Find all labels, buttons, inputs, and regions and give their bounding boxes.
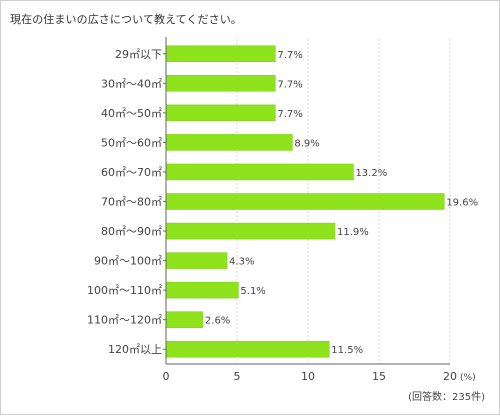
x-tick-label: 5 [234, 370, 241, 383]
category-label: 60㎡～70㎡ [101, 166, 162, 179]
bar-4 [165, 134, 293, 151]
bar-8 [165, 252, 228, 269]
value-label: 8.9% [294, 138, 319, 149]
response-count-note: (回答数：235件) [408, 390, 485, 403]
x-tick-label: 15 [372, 370, 386, 383]
bar-1 [165, 45, 276, 63]
value-label: 4.3% [229, 257, 254, 268]
category-label: 30㎡～40㎡ [101, 77, 162, 90]
x-tick-label: 20 [443, 370, 457, 383]
value-label: 7.7% [277, 79, 302, 90]
x-unit-label: (%) [460, 373, 476, 383]
axis-layer: 0 5 10 15 20 (%) (回答数：235件) [163, 37, 485, 403]
category-label: 29㎡以下 [115, 48, 162, 61]
value-label: 5.1% [240, 286, 265, 297]
bar-9 [165, 281, 239, 299]
bar-11 [165, 340, 330, 358]
bar-3 [165, 104, 276, 122]
value-label: 2.6% [205, 316, 230, 327]
category-label: 90㎡～100㎡ [94, 255, 162, 268]
value-label: 13.2% [355, 168, 387, 179]
value-label: 11.9% [337, 227, 369, 238]
bar-10 [165, 311, 204, 328]
category-label: 100㎡～110㎡ [87, 284, 162, 297]
value-label: 7.7% [277, 109, 302, 120]
x-tick-label: 0 [163, 370, 170, 383]
x-tick-label: 10 [301, 370, 315, 383]
category-label: 70㎡～80㎡ [101, 196, 162, 209]
labels-layer: 29㎡以下 7.7% 30㎡～40㎡ 7.7% 40㎡～50㎡ 7.7% 50㎡～60㎡ 8.… [87, 48, 478, 356]
bars-layer [165, 45, 445, 358]
bar-2 [165, 75, 276, 92]
category-label: 80㎡～90㎡ [101, 225, 162, 238]
value-label: 7.7% [277, 50, 302, 61]
bar-5 [165, 163, 354, 181]
chart-title: 現在の住まいの広さについて教えてください。 [10, 13, 242, 26]
category-label: 40㎡～50㎡ [101, 107, 162, 120]
category-label: 110㎡～120㎡ [87, 314, 162, 327]
value-label: 11.5% [331, 345, 363, 356]
bar-6 [165, 193, 445, 210]
category-label: 50㎡～60㎡ [101, 136, 162, 149]
bar-7 [165, 222, 336, 240]
value-label: 19.6% [446, 198, 478, 209]
category-label: 120㎡以上 [108, 343, 162, 356]
